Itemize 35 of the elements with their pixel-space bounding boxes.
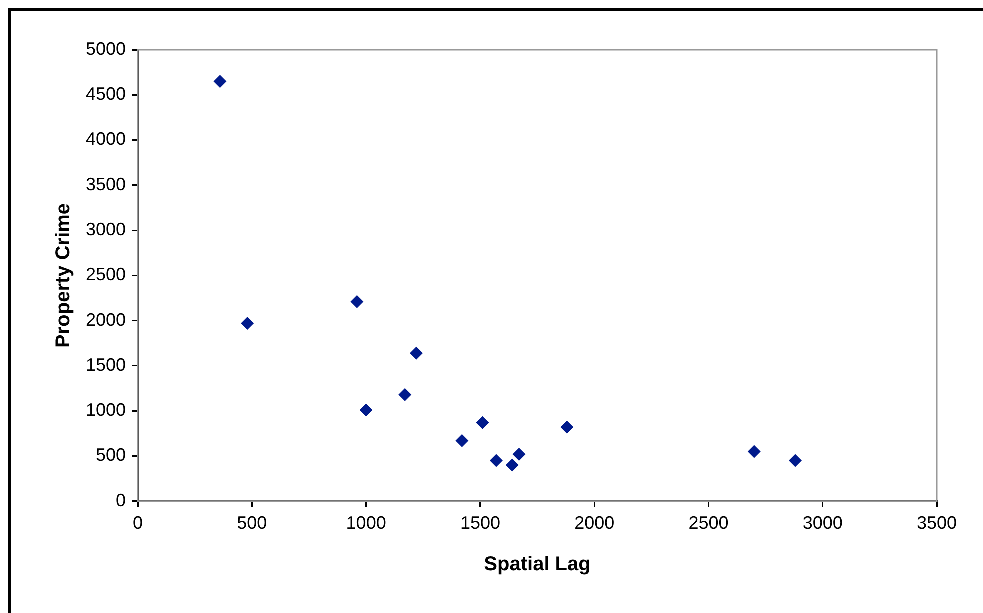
y-tick-label: 1000: [86, 400, 126, 420]
y-tick-label: 500: [96, 445, 126, 466]
point: [560, 420, 574, 434]
point: [398, 388, 412, 402]
y-tick-label: 4000: [86, 129, 126, 150]
x-tick-label: 3000: [802, 513, 843, 534]
point: [410, 346, 424, 360]
point: [476, 416, 490, 430]
x-tick-label: 2500: [688, 513, 729, 534]
y-tick-label: 1500: [86, 354, 126, 375]
y-tick-label: 4500: [86, 84, 126, 104]
y-tick-label: 3000: [86, 220, 126, 240]
point: [512, 448, 526, 461]
point: [490, 454, 503, 468]
x-tick-label: 0: [133, 513, 144, 534]
y-tick-label: 3500: [86, 174, 126, 194]
point: [360, 404, 373, 417]
y-tick-label: 2000: [86, 310, 126, 330]
y-tick-label: 5000: [86, 38, 126, 59]
point: [456, 434, 469, 448]
point: [214, 75, 227, 88]
x-tick-label: 1000: [346, 513, 386, 534]
x-tick-label: 2000: [574, 513, 615, 534]
point: [241, 317, 254, 330]
x-tick-label: 500: [237, 513, 268, 534]
point: [350, 295, 364, 308]
y-axis-title: Property Crime: [52, 203, 75, 348]
y-tick-label: 2500: [86, 264, 126, 285]
y-tick-label: 0: [116, 490, 126, 510]
x-tick-label: 3500: [916, 513, 958, 534]
x-axis-title: Spatial Lag: [484, 554, 591, 576]
point: [788, 454, 802, 468]
point: [748, 445, 761, 458]
x-tick-label: 1500: [460, 513, 500, 534]
point: [506, 458, 519, 472]
